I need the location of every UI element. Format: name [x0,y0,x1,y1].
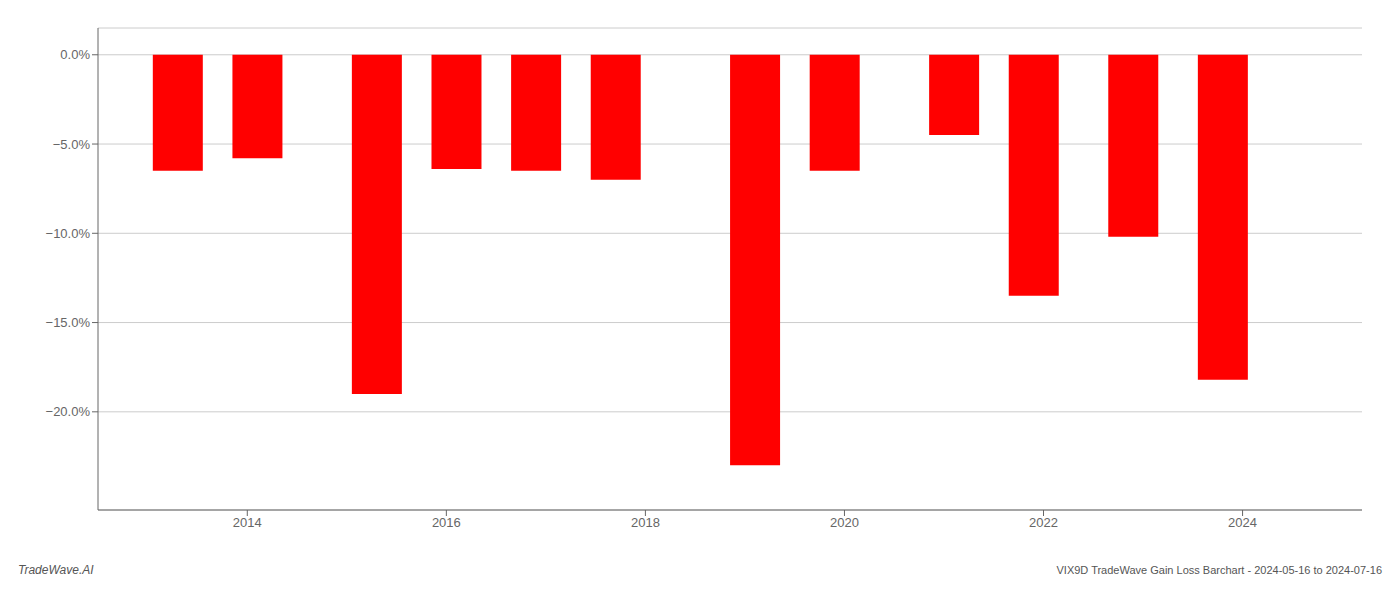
svg-text:−5.0%: −5.0% [53,137,91,152]
svg-text:−15.0%: −15.0% [46,315,91,330]
html-text:VIX9D TradeWave Gain Loss Barc: VIX9D TradeWave Gain Loss Barchart - 202… [1056,564,1382,576]
svg-text:2018: 2018 [631,515,660,530]
svg-text:−20.0%: −20.0% [46,404,91,419]
svg-text:2016: 2016 [432,515,461,530]
svg-text:2022: 2022 [1029,515,1058,530]
svg-text:2024: 2024 [1228,515,1257,530]
svg-text:2020: 2020 [830,515,859,530]
svg-text:−10.0%: −10.0% [46,226,91,241]
svg-text:0.0%: 0.0% [60,47,90,62]
html-text:TradeWave.AI: TradeWave.AI [18,563,94,577]
svg-text:2014: 2014 [233,515,262,530]
